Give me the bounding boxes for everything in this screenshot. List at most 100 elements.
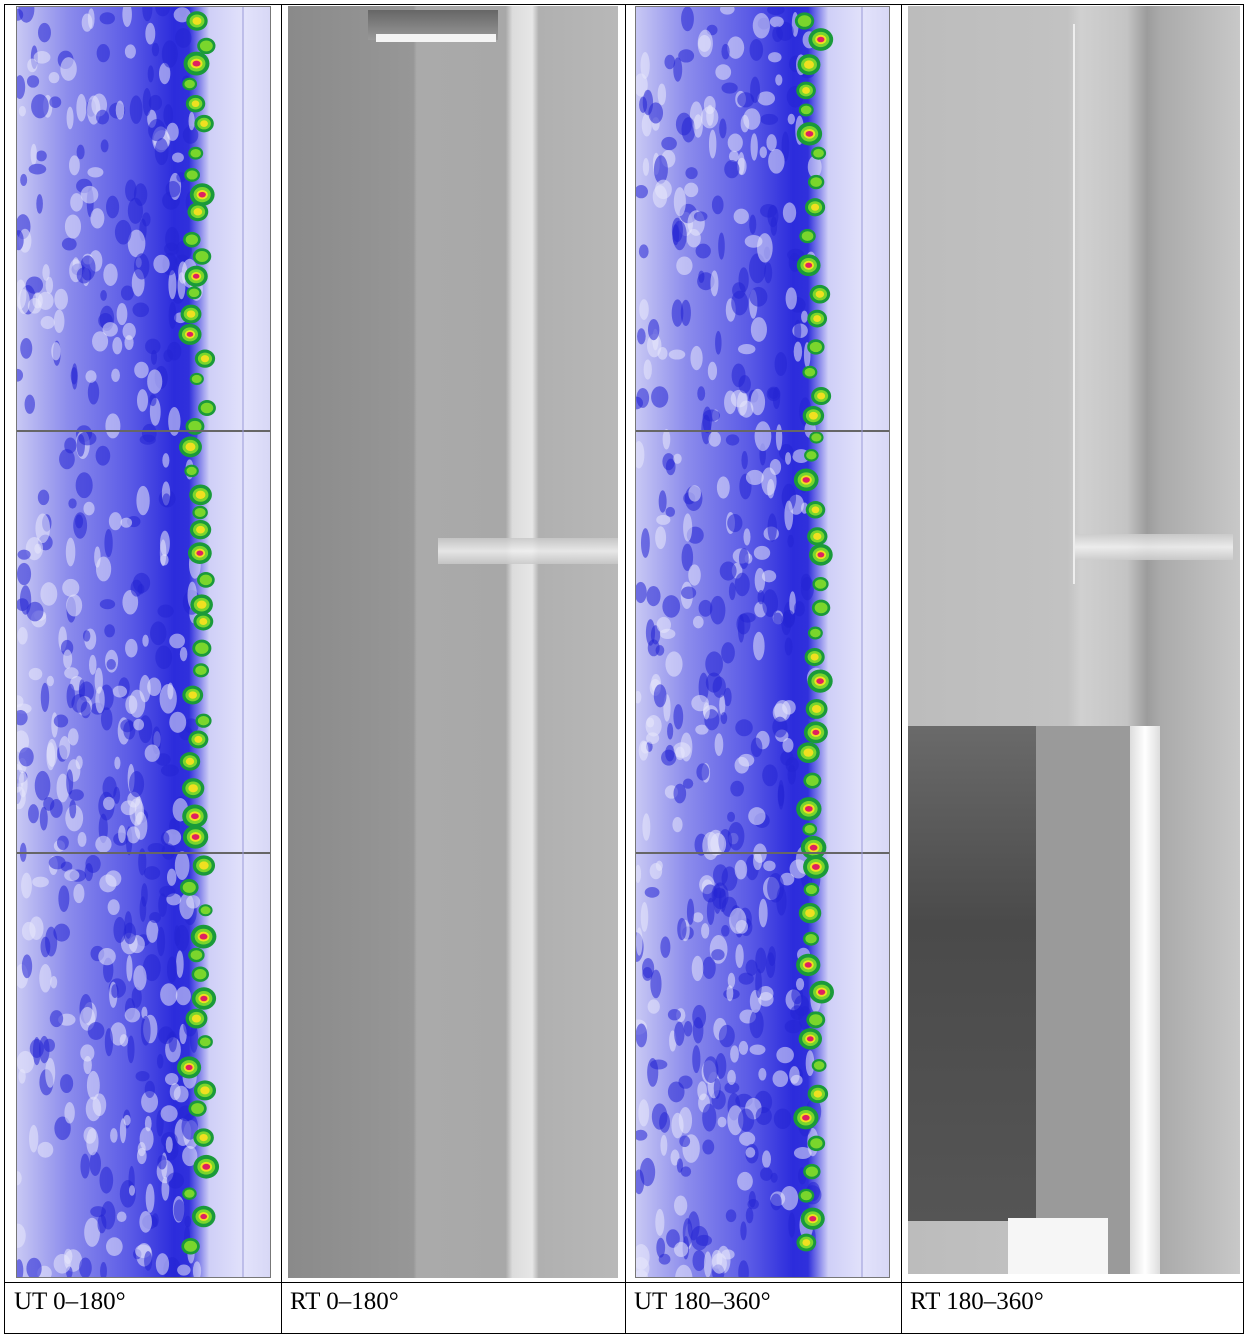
texture (47, 739, 58, 767)
texture (759, 899, 768, 928)
texture (202, 1164, 210, 1170)
texture (727, 812, 735, 822)
texture (648, 319, 659, 340)
texture (645, 887, 660, 898)
texture (69, 155, 80, 175)
texture (192, 1015, 201, 1023)
texture (651, 386, 668, 408)
texture (159, 886, 175, 897)
texture (144, 1251, 152, 1271)
texture (730, 781, 744, 797)
texture (712, 1253, 727, 1274)
texture (714, 1078, 721, 1099)
texture (648, 639, 660, 656)
texture (105, 413, 120, 438)
texture (762, 764, 777, 786)
texture (69, 800, 76, 819)
texture (176, 987, 191, 1006)
texture (157, 1054, 164, 1069)
texture (739, 1041, 748, 1055)
texture (762, 1150, 771, 1167)
texture (806, 131, 814, 137)
texture (186, 758, 194, 765)
texture (57, 836, 69, 850)
texture (720, 562, 737, 581)
texture (197, 601, 207, 609)
texture (641, 528, 650, 558)
texture (158, 605, 174, 618)
texture (749, 39, 763, 61)
texture (46, 277, 54, 294)
texture (735, 719, 753, 736)
texture (639, 299, 649, 320)
texture (817, 552, 824, 557)
texture (746, 470, 764, 485)
texture (117, 303, 128, 325)
texture (162, 843, 175, 859)
texture (663, 429, 671, 449)
texture (20, 174, 27, 186)
texture (144, 866, 160, 880)
texture (660, 936, 670, 958)
texture (692, 1250, 705, 1271)
texture (95, 668, 103, 694)
texture (715, 64, 731, 80)
texture (194, 969, 206, 979)
texture (147, 677, 161, 696)
texture (751, 133, 758, 160)
row-divider (4, 1282, 1244, 1283)
texture (45, 1058, 55, 1088)
texture (153, 255, 169, 273)
texture (772, 26, 783, 42)
texture (682, 117, 696, 142)
texture (45, 927, 57, 957)
texture (54, 715, 68, 728)
texture (200, 1214, 207, 1219)
texture (196, 526, 205, 534)
texture (166, 1136, 173, 1153)
texture (101, 707, 113, 730)
texture (19, 747, 34, 766)
texture (749, 1009, 763, 1038)
texture (145, 23, 155, 45)
texture (81, 186, 99, 204)
texture (29, 916, 43, 940)
texture (667, 723, 673, 740)
texture (681, 7, 694, 31)
texture (175, 851, 190, 880)
texture (157, 927, 165, 957)
texture (781, 612, 791, 635)
texture (783, 202, 796, 222)
texture (199, 861, 209, 869)
texture (753, 632, 765, 661)
texture (693, 616, 704, 628)
texture (100, 290, 107, 301)
texture (88, 8, 95, 29)
texture (165, 227, 179, 251)
texture (702, 1104, 716, 1132)
column-divider (625, 4, 626, 1334)
texture (111, 369, 120, 382)
texture (672, 299, 684, 326)
texture (22, 954, 32, 978)
texture (130, 95, 143, 124)
texture (89, 655, 97, 675)
texture (76, 472, 93, 498)
texture (96, 556, 111, 581)
texture (107, 659, 116, 670)
texture (139, 1211, 152, 1233)
texture (108, 899, 120, 915)
texture (41, 683, 49, 712)
texture (785, 452, 791, 465)
texture (755, 421, 772, 451)
column-divider (281, 4, 282, 1334)
texture (802, 1239, 810, 1246)
texture (152, 1213, 159, 1227)
texture (794, 320, 801, 343)
texture (674, 187, 686, 216)
texture (66, 594, 82, 616)
texture (95, 836, 111, 853)
texture (658, 83, 666, 105)
texture (743, 528, 750, 545)
texture (143, 88, 152, 116)
